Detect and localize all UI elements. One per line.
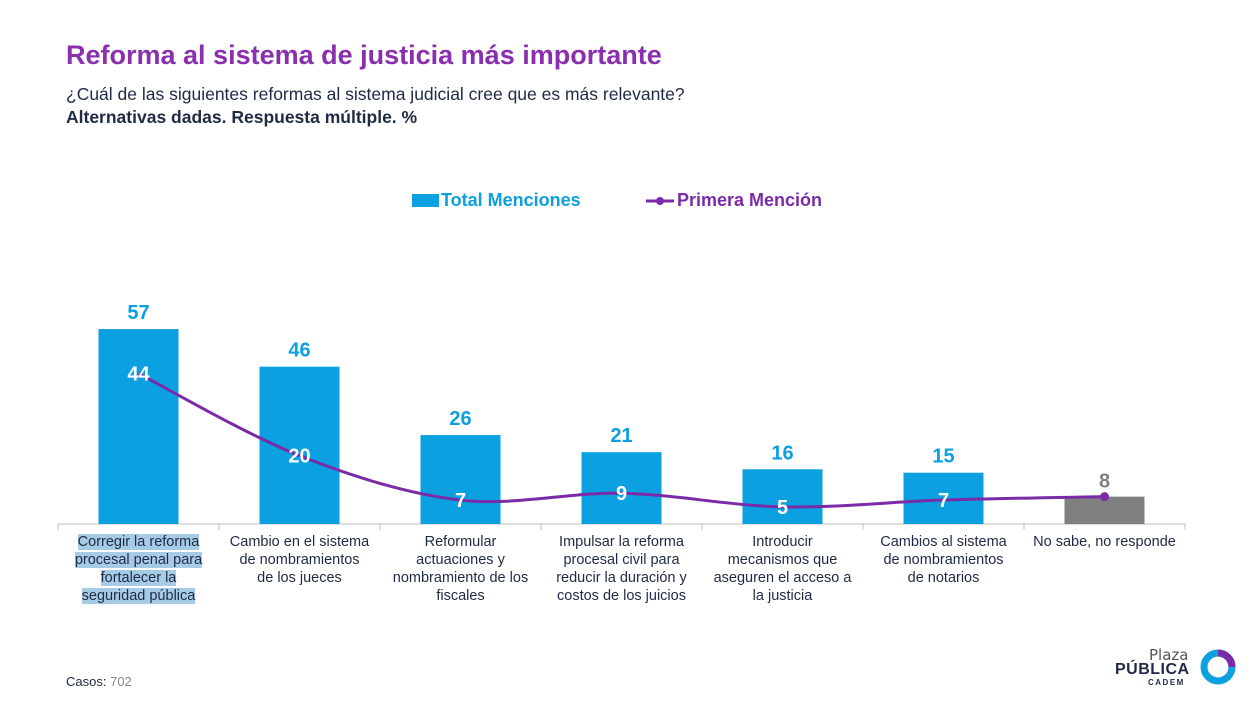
chart-title: Reforma al sistema de justicia más impor…	[66, 40, 662, 70]
category-label: Reformular actuaciones y nombramiento de l…	[380, 533, 541, 605]
bar-total-menciones	[581, 452, 662, 524]
category-label-line: Cambio en el sistema	[229, 534, 370, 550]
bar-total-menciones	[98, 329, 179, 524]
logo-text-cadem: CADEM	[1148, 678, 1185, 687]
line-value-label: 5	[777, 497, 788, 519]
category-label-line: Corregir la reforma	[77, 534, 200, 550]
category-label-line: nombramiento de los	[392, 570, 529, 586]
category-label-line: fortalecer la	[100, 570, 177, 586]
category-label-line: reducir la duración y	[556, 570, 687, 586]
bar-total-menciones	[420, 435, 501, 524]
legend-item-primera: Primera Mención	[645, 190, 822, 211]
category-label-line: Reformular	[424, 534, 497, 550]
category-label-line: de notarios	[907, 570, 980, 586]
cases-value: 702	[110, 674, 132, 689]
line-value-label: 8	[1099, 471, 1110, 493]
category-label-line: No sabe, no responde	[1033, 534, 1176, 550]
category-label-line: actuaciones y	[416, 552, 505, 568]
bar-total-menciones	[1064, 496, 1145, 524]
category-label-line: aseguren el acceso a	[713, 570, 852, 586]
line-point-primera-mencion	[1100, 492, 1109, 502]
chart-note: Alternativas dadas. Respuesta múltiple. …	[66, 107, 418, 127]
series-line-primera-mencion	[137, 372, 1105, 509]
logo-text-publica: PÚBLICA	[1115, 661, 1190, 678]
bar-value-label: 16	[771, 442, 793, 464]
bar-total-menciones	[742, 469, 823, 524]
legend-label-primera: Primera Mención	[677, 190, 823, 210]
legend-item-total: Total Menciones	[412, 190, 581, 211]
category-label-line: Introducir	[752, 534, 813, 550]
category-label-line: fiscales	[436, 588, 485, 604]
line-value-label: 44	[127, 364, 150, 386]
category-label-line: de los jueces	[257, 570, 342, 586]
footer-cases: Casos: 702	[66, 674, 132, 689]
category-label-line: costos de los juicios	[557, 588, 686, 604]
category-label: No sabe, no responde	[1024, 533, 1185, 551]
category-label-line: seguridad pública	[81, 588, 196, 604]
bar-value-label: 57	[127, 302, 149, 324]
category-label-line: de nombramientos	[239, 552, 360, 568]
bar-value-label: 46	[288, 340, 310, 362]
plaza-publica-logo: Plaza PÚBLICA CADEM	[1112, 646, 1237, 692]
legend-label-total: Total Menciones	[441, 190, 581, 210]
line-value-label: 7	[455, 490, 466, 512]
category-label-line: procesal penal para	[74, 552, 203, 568]
cases-label: Casos:	[66, 674, 107, 689]
bar-value-label: 21	[610, 425, 632, 447]
line-value-label: 7	[938, 490, 949, 512]
line-value-label: 9	[616, 483, 627, 505]
chart-subtitle: ¿Cuál de las siguientes reformas al sist…	[66, 84, 685, 104]
category-label-line: de nombramientos	[883, 552, 1004, 568]
category-label: Corregir la reforma procesal penal para fo…	[58, 533, 219, 605]
category-label: Introducir mecanismos que aseguren el acce…	[702, 533, 863, 605]
category-label: Cambios al sistema de nombramientos de not…	[863, 533, 1024, 587]
bar-value-label: 15	[932, 446, 954, 468]
category-label: Impulsar la reforma procesal civil para re…	[541, 533, 702, 605]
bar-value-label: 26	[449, 408, 471, 430]
legend-line-swatch	[646, 196, 674, 205]
logo-text-plaza: Plaza	[1149, 646, 1189, 664]
category-label-line: mecanismos que	[727, 552, 838, 568]
logo-mark-icon	[1200, 649, 1236, 685]
chart-legend: Total Menciones Primera Mención	[0, 190, 1253, 214]
category-label: Cambio en el sistema de nombramientos de l…	[219, 533, 380, 587]
line-value-label: 20	[288, 446, 310, 468]
category-label-line: la justicia	[752, 588, 813, 604]
category-label-line: procesal civil para	[563, 552, 680, 568]
category-label-line: Impulsar la reforma	[559, 534, 684, 550]
legend-bar-swatch	[412, 194, 439, 207]
category-label-line: Cambios al sistema	[880, 534, 1007, 550]
